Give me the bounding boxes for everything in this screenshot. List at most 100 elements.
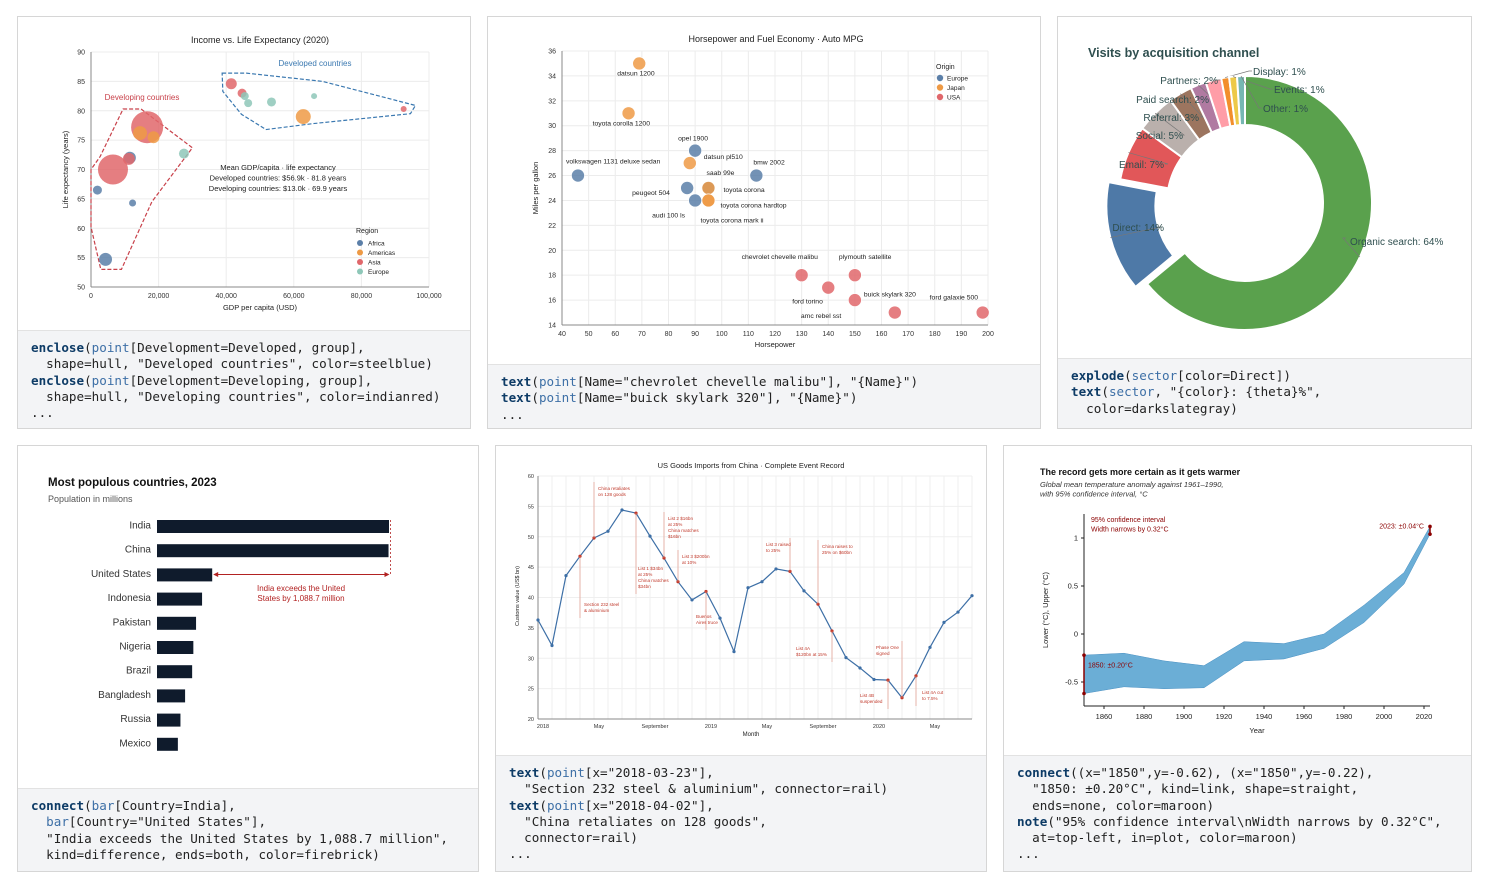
x-tick-label: 150 xyxy=(849,331,861,338)
data-point xyxy=(295,109,311,125)
data-point xyxy=(92,185,102,195)
legend-label: Europe xyxy=(368,269,389,276)
point-label: amc rebel sst xyxy=(801,313,842,320)
x-tick-label: 170 xyxy=(902,331,914,338)
code-text: "Section 232 steel & aluminium", connect… xyxy=(509,781,889,797)
event-label: at 25% xyxy=(668,522,682,527)
code-line: color=darkslategray) xyxy=(1071,401,1238,416)
panel-horsepower-mpg: Horsepower and Fuel Economy · Auto MPG 40… xyxy=(487,16,1041,429)
code-keyword: text xyxy=(501,390,532,406)
x-tick-label: 70 xyxy=(638,331,646,338)
y-tick-label: 60 xyxy=(528,474,534,480)
y-tick-label: 28 xyxy=(548,148,556,155)
panel-populous-countries: Most populous countries, 2023 Population … xyxy=(17,445,479,872)
point-label: toyota corona mark ii xyxy=(700,217,764,224)
data-point xyxy=(701,193,716,208)
code-text: [Development=Developed, group], xyxy=(129,340,365,355)
y-tick-label: 32 xyxy=(548,98,556,105)
slice-leader xyxy=(1225,70,1252,78)
point-label: audi 100 ls xyxy=(652,212,685,219)
x-tick-label: 80 xyxy=(665,331,673,338)
start-point xyxy=(1082,653,1086,657)
code-line: ... xyxy=(501,407,524,422)
code-function: sector xyxy=(1131,368,1178,383)
developed-label: Developed countries xyxy=(279,59,352,68)
y-tick-label: 0 xyxy=(1074,630,1078,639)
slice-leader xyxy=(1128,152,1169,165)
data-point xyxy=(956,610,960,614)
series-line xyxy=(537,509,973,699)
data-point xyxy=(178,148,189,159)
donut-slice xyxy=(1105,181,1175,289)
data-point xyxy=(749,168,764,183)
data-point xyxy=(240,92,249,101)
developing-hull xyxy=(90,108,194,270)
code-text: ... xyxy=(501,406,524,422)
point-label: datsun pl510 xyxy=(704,154,743,161)
code-snippet: text(point[x="2018-03-23"], "Section 232… xyxy=(496,755,986,871)
data-point xyxy=(606,529,610,533)
legend-title: Origin xyxy=(936,64,955,71)
bar xyxy=(157,641,194,654)
code-line: "Section 232 steel & aluminium", connect… xyxy=(509,781,888,796)
category-label: Brazil xyxy=(126,666,151,677)
x-tick-label: 60 xyxy=(611,331,619,338)
data-point xyxy=(147,131,160,144)
x-tick-label: 0 xyxy=(89,293,93,300)
slice-leader xyxy=(1154,112,1186,136)
slice-label: Other: 1% xyxy=(1263,104,1308,115)
developed-hull xyxy=(221,72,417,131)
legend-swatch xyxy=(936,93,944,101)
x-tick-label: September xyxy=(810,724,837,730)
legend-swatch xyxy=(936,74,944,82)
legend-swatch xyxy=(357,259,363,265)
code-snippet: connect((x="1850",y=-0.62), (x="1850",y=… xyxy=(1004,755,1471,871)
x-tick-label: May xyxy=(930,724,941,730)
code-text: ends=none, color=maroon) xyxy=(1017,797,1215,813)
code-text: ... xyxy=(31,405,54,421)
data-point xyxy=(928,645,932,649)
chart-horsepower-mpg: Horsepower and Fuel Economy · Auto MPG 40… xyxy=(531,34,994,349)
x-tick-label: 40,000 xyxy=(215,293,237,300)
code-text: [Country=India], xyxy=(114,798,236,813)
donut-slice xyxy=(1235,74,1246,127)
code-line: text(point[Name="buick skylark 320"], "{… xyxy=(501,390,857,405)
x-tick-label: 1980 xyxy=(1336,712,1353,721)
slice-label: Events: 1% xyxy=(1274,85,1325,96)
chart-title: US Goods Imports from China · Complete E… xyxy=(658,461,845,470)
code-text: shape=hull, "Developing countries", colo… xyxy=(31,388,441,404)
x-tick-label: 140 xyxy=(822,331,834,338)
code-keyword: text xyxy=(1071,384,1102,400)
note-line: Developing countries: $13.0k · 69.9 year… xyxy=(209,184,348,193)
x-tick-label: 190 xyxy=(956,331,968,338)
y-tick-label: 36 xyxy=(548,49,556,56)
point-label: volkswagen 1131 deluxe sedan xyxy=(566,159,661,166)
note-line: Developed countries: $56.9k · 81.8 years xyxy=(210,174,347,183)
bar xyxy=(157,737,178,751)
chart-title: Visits by acquisition channel xyxy=(1088,46,1259,60)
y-tick-label: 1 xyxy=(1074,534,1078,543)
event-label: at 10% xyxy=(682,560,696,565)
code-text: [Development=Developing, group], xyxy=(129,372,373,388)
bar xyxy=(157,520,389,533)
y-tick-label: 70 xyxy=(77,167,85,174)
y-tick-label: 26 xyxy=(548,173,556,180)
arrow-head xyxy=(384,572,390,577)
chart-populous-countries: Most populous countries, 2023 Population … xyxy=(48,477,391,751)
x-axis-label: GDP per capita (USD) xyxy=(223,303,298,312)
data-point xyxy=(872,677,876,682)
y-tick-label: 18 xyxy=(548,273,556,280)
panel-temperature-record: The record gets more certain as it gets … xyxy=(1003,445,1472,872)
data-point xyxy=(848,293,862,307)
event-label: 25% on $60bn xyxy=(822,550,852,555)
data-point xyxy=(536,618,540,622)
code-snippet: connect(bar[Country=India], bar[Country=… xyxy=(18,788,478,871)
event-label: $120bn at 15% xyxy=(796,652,827,657)
data-point xyxy=(311,93,318,100)
x-tick-label: 90 xyxy=(691,331,699,338)
point-label: bmw 2002 xyxy=(753,160,785,167)
data-point xyxy=(888,305,902,320)
code-text: ( xyxy=(84,340,92,355)
x-tick-label: 200 xyxy=(982,331,994,338)
code-text: ... xyxy=(1017,846,1040,862)
